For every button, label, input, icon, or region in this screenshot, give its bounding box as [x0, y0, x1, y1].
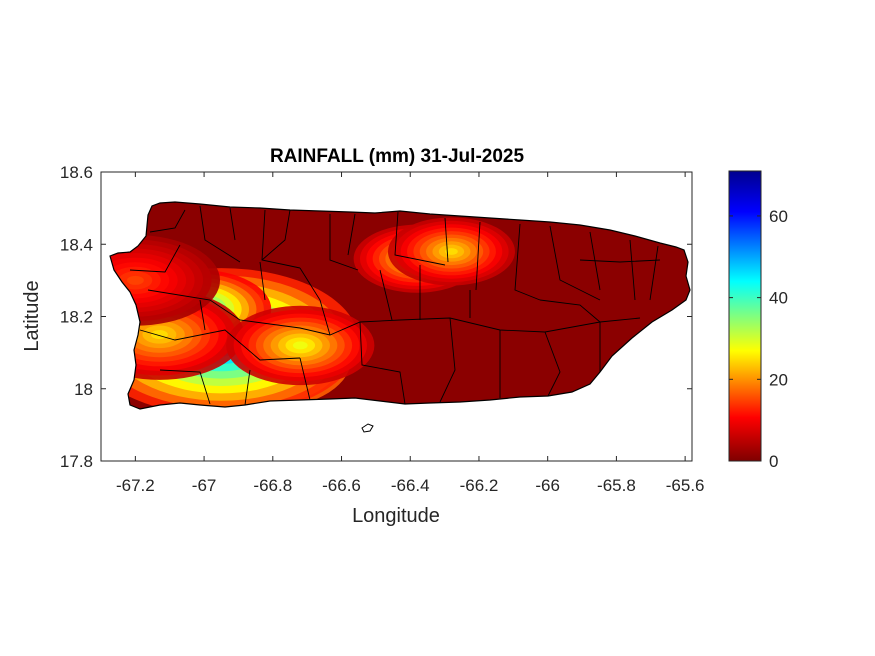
municipality-border — [544, 331, 561, 397]
y-tick-label: 18.2 — [60, 308, 93, 327]
x-tick-label: -67 — [192, 476, 217, 495]
municipality-border — [199, 205, 241, 263]
island-coastline — [109, 201, 691, 410]
y-tick-label: 18.6 — [60, 163, 93, 182]
municipality-border — [394, 211, 446, 266]
rainfall-field — [110, 202, 690, 409]
y-tick-label: 18 — [74, 380, 93, 399]
x-tick-label: -65.6 — [666, 476, 705, 495]
x-tick-label: -66.6 — [322, 476, 361, 495]
x-tick-label: -66.4 — [391, 476, 430, 495]
municipality-borders — [129, 205, 661, 406]
rainfall-hotspot — [226, 305, 375, 386]
y-axis-label: Latitude — [21, 280, 43, 351]
municipality-border — [379, 269, 393, 321]
y-tick-label: 17.8 — [60, 452, 93, 471]
rainfall-contour — [445, 248, 458, 255]
municipality-border — [329, 214, 359, 271]
municipality-border — [439, 317, 456, 403]
colorbar-tick-label: 20 — [769, 370, 788, 389]
municipality-border — [514, 223, 541, 301]
y-tick-label: 18.4 — [60, 235, 93, 254]
x-tick-label: -66.2 — [460, 476, 499, 495]
colorbar — [728, 170, 762, 462]
x-axis-ticks: -67.2 -67 -66.8 -66.6 -66.4 -66.2 -66 -65.8 -65.… — [116, 172, 705, 495]
x-tick-label: -65.8 — [597, 476, 636, 495]
municipality-border — [549, 225, 601, 301]
municipality-border — [199, 299, 206, 331]
municipality-border — [399, 317, 641, 333]
colorbar-tick-label: 40 — [769, 289, 788, 308]
rainfall-contour — [126, 275, 144, 285]
x-tick-label: -66.8 — [253, 476, 292, 495]
municipality-border — [347, 213, 356, 256]
rainfall-contour — [292, 341, 308, 350]
municipality-border — [159, 369, 211, 405]
municipality-border — [229, 207, 236, 241]
municipality-border — [444, 217, 449, 263]
x-tick-label: -66 — [535, 476, 560, 495]
municipality-border — [629, 239, 636, 301]
colorbar-tick-label: 60 — [769, 207, 788, 226]
municipality-border — [579, 259, 661, 263]
municipality-border — [539, 299, 601, 323]
rainfall-contour — [150, 330, 168, 340]
caja-de-muertos-island — [361, 423, 374, 433]
municipality-border — [244, 369, 251, 406]
municipality-border — [299, 267, 331, 336]
y-axis-ticks: 17.8 18 18.2 18.4 18.6 — [60, 163, 692, 471]
rainfall-hotspots — [110, 217, 515, 409]
map-title: RAINFALL (mm) 31-Jul-2025 — [270, 146, 525, 167]
municipality-border — [139, 329, 301, 361]
x-axis-label: Longitude — [352, 505, 440, 527]
municipality-border — [259, 261, 266, 301]
municipality-border — [475, 221, 481, 291]
municipality-border — [149, 209, 186, 233]
municipality-border — [129, 244, 181, 273]
municipality-border — [261, 209, 291, 261]
x-tick-label: -67.2 — [116, 476, 155, 495]
municipality-border — [359, 321, 406, 405]
colorbar-ticks: 0 20 40 60 — [729, 207, 788, 471]
municipality-border — [649, 245, 659, 301]
municipality-border — [299, 357, 311, 401]
rainfall-hotspot — [387, 217, 515, 286]
colorbar-tick-label: 0 — [769, 452, 778, 471]
